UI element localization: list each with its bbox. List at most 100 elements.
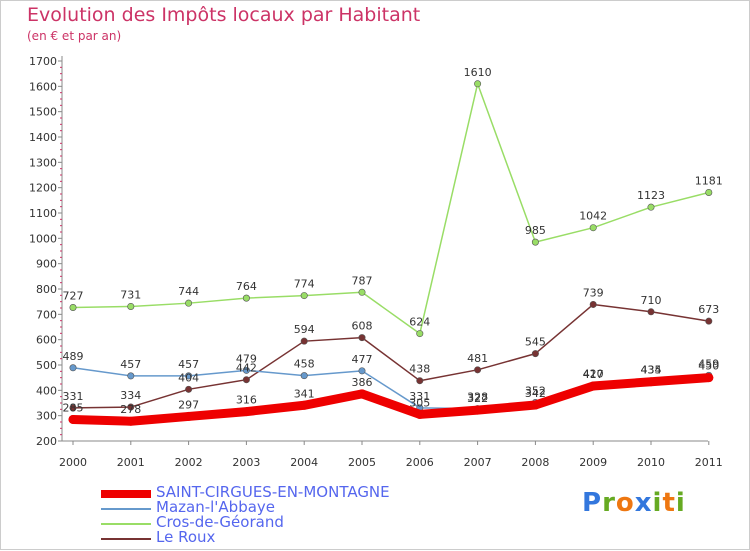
data-label: 352 [525, 384, 546, 397]
x-tick-label: 2008 [521, 456, 549, 469]
chart-subtitle: (en € et par an) [27, 29, 122, 43]
x-tick-label: 2009 [579, 456, 607, 469]
data-point [474, 80, 482, 88]
data-point [300, 337, 308, 345]
data-label: 457 [178, 358, 199, 371]
data-point [531, 238, 539, 246]
series-line [72, 83, 710, 335]
y-tick-label: 1200 [29, 182, 57, 195]
y-tick-label: 1600 [29, 80, 57, 93]
data-label: 331 [63, 390, 84, 403]
data-label: 787 [352, 274, 373, 287]
data-label: 710 [641, 294, 662, 307]
legend-swatch [101, 538, 151, 540]
y-tick-label: 200 [36, 435, 57, 448]
data-label: 285 [63, 401, 84, 414]
data-point [646, 377, 656, 387]
data-point [474, 366, 482, 374]
data-label: 744 [178, 285, 199, 298]
data-point [185, 299, 193, 307]
series-line [68, 373, 714, 426]
data-point [416, 377, 424, 385]
data-label: 305 [409, 396, 430, 409]
data-label: 477 [352, 353, 373, 366]
data-label: 442 [236, 362, 257, 375]
logo-letter: i [652, 488, 663, 518]
data-point [530, 400, 540, 410]
logo-letter: r [602, 488, 616, 518]
series-line [72, 303, 710, 409]
data-point [68, 414, 78, 424]
data-point [69, 404, 77, 412]
legend-swatch [101, 508, 151, 510]
data-label: 434 [641, 364, 662, 377]
data-point [647, 308, 655, 316]
y-tick-label: 900 [36, 258, 57, 271]
data-label: 1123 [637, 189, 665, 202]
data-point [473, 405, 483, 415]
data-point [242, 376, 250, 384]
y-tick-label: 300 [36, 410, 57, 423]
data-label: 438 [409, 363, 430, 376]
data-point [300, 292, 308, 300]
data-point [126, 416, 136, 426]
y-tick-label: 700 [36, 308, 57, 321]
data-label: 322 [467, 392, 488, 405]
data-label: 489 [63, 350, 84, 363]
data-point [704, 373, 714, 383]
data-point [358, 288, 366, 296]
x-tick-label: 2010 [637, 456, 665, 469]
y-tick-label: 1100 [29, 207, 57, 220]
data-point [127, 302, 135, 310]
data-label: 985 [525, 224, 546, 237]
legend-label: SAINT-CIRGUES-EN-MONTAGNE [156, 483, 390, 501]
data-label: 417 [583, 368, 604, 381]
data-label: 458 [294, 358, 315, 371]
data-point [705, 317, 713, 325]
data-label: 328 [467, 391, 488, 404]
logo-letter: o [615, 488, 635, 518]
y-tick-label: 1400 [29, 131, 57, 144]
data-label: 624 [409, 316, 430, 329]
data-label: 342 [525, 387, 546, 400]
legend-label: Le Roux [156, 528, 216, 546]
y-tick-label: 600 [36, 334, 57, 347]
x-tick-label: 2001 [117, 456, 145, 469]
y-tick-label: 1000 [29, 232, 57, 245]
data-point [705, 188, 713, 196]
data-point [127, 403, 135, 411]
data-point [299, 400, 309, 410]
data-point [69, 364, 77, 372]
data-label: 727 [63, 289, 84, 302]
data-point [358, 367, 366, 375]
data-label: 1181 [695, 174, 723, 187]
data-point [242, 294, 250, 302]
legend-swatch [101, 523, 151, 525]
logo-letter: i [675, 488, 686, 518]
x-tick-label: 2002 [175, 456, 203, 469]
data-label: 297 [178, 398, 199, 411]
data-label: 774 [294, 278, 315, 291]
proxiti-logo: Proxiti [582, 488, 686, 518]
y-tick-label: 1300 [29, 156, 57, 169]
legend-swatch [101, 490, 151, 498]
data-label: 673 [698, 303, 719, 316]
x-tick-label: 2000 [59, 456, 87, 469]
data-label: 341 [294, 387, 315, 400]
y-tick-label: 1500 [29, 106, 57, 119]
data-point [127, 372, 135, 380]
data-point [588, 381, 598, 391]
y-tick-label: 1700 [29, 55, 57, 68]
data-label: 608 [352, 320, 373, 333]
data-label: 1610 [464, 66, 492, 79]
data-point [589, 300, 597, 308]
data-label: 435 [641, 363, 662, 376]
data-label: 594 [294, 323, 315, 336]
data-point [242, 366, 250, 374]
data-label: 386 [352, 376, 373, 389]
data-label: 1042 [579, 210, 607, 223]
x-tick-label: 2005 [348, 456, 376, 469]
data-label: 731 [120, 288, 141, 301]
y-tick-label: 800 [36, 283, 57, 296]
x-tick-label: 2004 [290, 456, 318, 469]
